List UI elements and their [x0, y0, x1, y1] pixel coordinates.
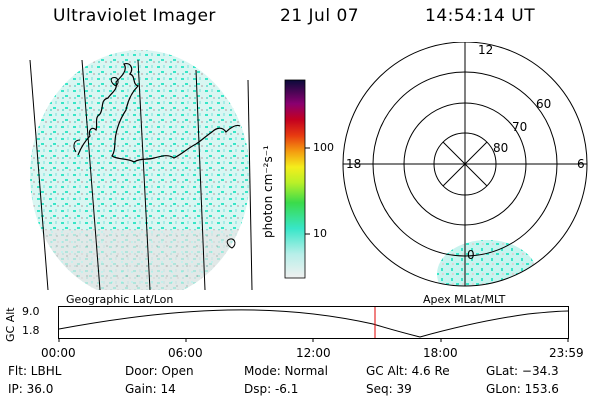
gc-alt-status: GC Alt: 4.6 Re	[366, 364, 450, 378]
coastline	[77, 63, 241, 163]
mlt-label-0: 0	[467, 248, 475, 262]
dsp-status: Dsp: -6.1	[244, 382, 299, 396]
altitude-curve	[58, 309, 569, 338]
time-label: 14:54:14 UT	[425, 6, 536, 26]
altitude-plot	[58, 306, 569, 342]
polar-plot	[342, 42, 588, 287]
colorbar-tick-100: 100	[313, 141, 334, 154]
glon-status: GLon: 153.6	[486, 382, 559, 396]
lat-label-70: 70	[512, 120, 528, 134]
geographic-title: Geographic Lat/Lon	[66, 293, 174, 306]
altitude-tick-9: 9.0	[22, 305, 40, 318]
geographic-image	[29, 50, 253, 290]
lat-label-60: 60	[536, 97, 552, 111]
lat-label-80: 80	[493, 141, 509, 155]
altitude-axis-label: GC Alt	[4, 307, 17, 342]
mode-status: Mode: Normal	[244, 364, 328, 378]
time-tick-1200: 12:00	[296, 346, 331, 360]
meridian-line	[81, 59, 101, 290]
date-label: 21 Jul 07	[280, 6, 360, 26]
auroral-coverage	[437, 240, 537, 286]
colorbar-tick-10: 10	[313, 227, 327, 240]
meridian-line	[247, 79, 253, 290]
time-tick-0600: 06:00	[168, 346, 203, 360]
seq-status: Seq: 39	[366, 382, 412, 396]
meridian-line	[29, 59, 49, 290]
altitude-tick-1-8: 1.8	[22, 324, 40, 337]
time-tick-2359: 23:59	[549, 346, 584, 360]
meridian-line	[137, 59, 151, 290]
apex-title: Apex MLat/MLT	[423, 293, 506, 306]
gain-status: Gain: 14	[125, 382, 176, 396]
altitude-plot-frame	[58, 306, 569, 339]
filter-status: Flt: LBHL	[8, 364, 62, 378]
time-tick-0000: 00:00	[41, 346, 76, 360]
mlt-label-6: 6	[577, 157, 585, 171]
colorbar-unit-label: photon cm⁻²s⁻¹	[262, 145, 275, 238]
meridian-line	[195, 69, 206, 290]
glat-status: GLat: −34.3	[486, 364, 559, 378]
time-tick-1800: 18:00	[423, 346, 458, 360]
ip-status: IP: 36.0	[8, 382, 54, 396]
instrument-title: Ultraviolet Imager	[53, 6, 216, 26]
colorbar-gradient	[284, 79, 306, 279]
door-status: Door: Open	[125, 364, 194, 378]
mlt-label-12: 12	[478, 43, 494, 57]
mlt-label-18: 18	[346, 157, 362, 171]
colorbar: photon cm⁻²s⁻¹	[262, 79, 310, 279]
